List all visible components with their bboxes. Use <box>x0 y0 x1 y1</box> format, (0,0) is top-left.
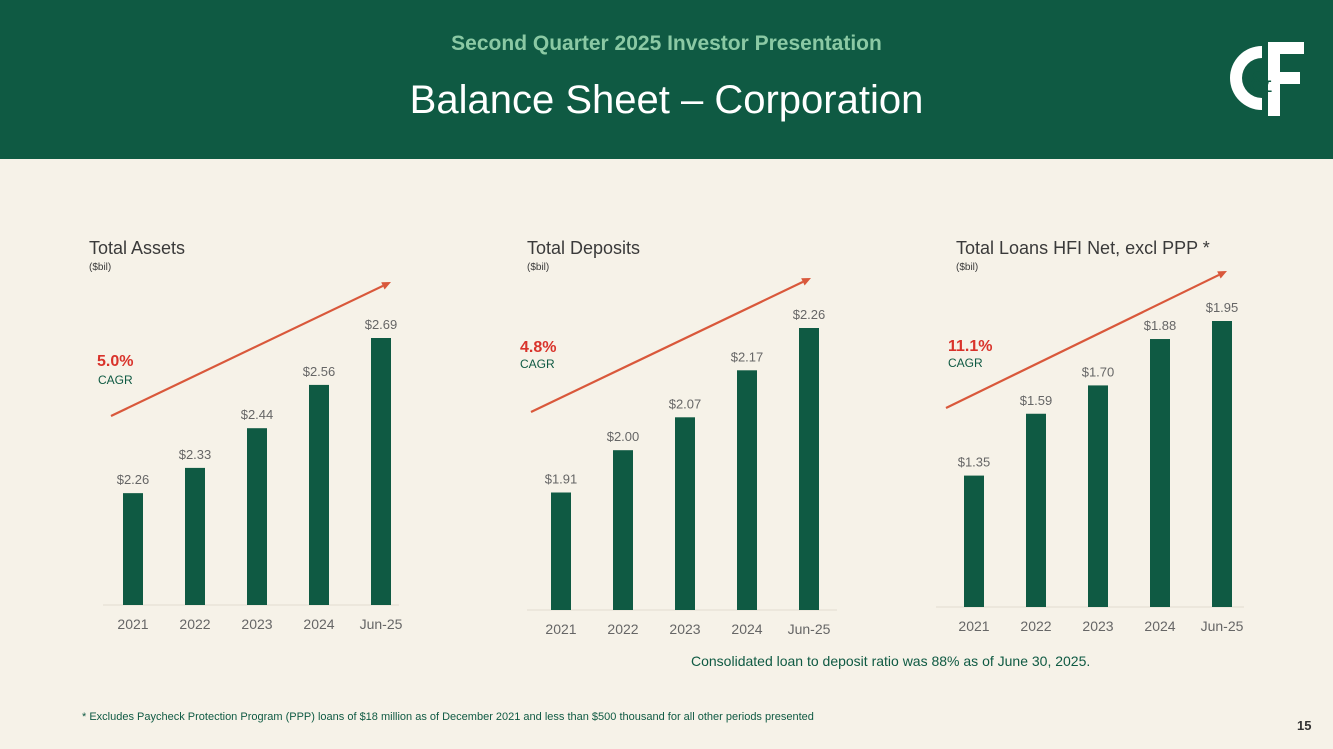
company-logo-icon: & <box>1230 42 1304 116</box>
bar <box>1212 321 1232 607</box>
chart-total-deposits: Total Deposits ($bil) 4.8% CAGR $1.91 202… <box>520 230 927 650</box>
bar-value-label: $2.69 <box>365 317 398 332</box>
bar-value-label: $2.56 <box>303 364 336 379</box>
chart-total-loans: Total Loans HFI Net, excl PPP * ($bil) 1… <box>936 230 1333 650</box>
cagr-value: 11.1% <box>948 338 993 355</box>
cagr-trend-arrow <box>945 273 1220 409</box>
bar-value-label: $2.33 <box>179 447 212 462</box>
cagr-label: CAGR <box>98 373 133 387</box>
bar <box>799 328 819 610</box>
bar-value-label: $2.07 <box>669 396 702 411</box>
chart-unit: ($bil) <box>527 262 550 273</box>
bar-value-label: $2.00 <box>607 429 640 444</box>
chart-plot: $1.35 2021 $1.59 2022 $1.70 2023 $1.88 2024 $1.9… <box>936 271 1244 634</box>
slide-title: Balance Sheet – Corporation <box>409 78 924 122</box>
bar <box>1088 385 1108 607</box>
chart-plot: $2.26 2021 $2.33 2022 $2.44 2023 $2.56 2024 $2.6… <box>103 282 403 632</box>
header-banner: Second Quarter 2025 Investor Presentatio… <box>0 0 1333 159</box>
svg-text:&: & <box>1248 66 1273 99</box>
bar-value-label: $2.17 <box>731 349 764 364</box>
arrowhead-icon <box>801 278 811 286</box>
x-tick-label: Jun-25 <box>360 616 403 632</box>
chart-title: Total Deposits <box>527 238 641 258</box>
x-tick-label: 2023 <box>1082 618 1113 634</box>
bar <box>247 428 267 605</box>
chart-total-assets: Total Assets ($bil) 5.0% CAGR $2.26 2021 $… <box>89 230 489 650</box>
bar <box>675 417 695 610</box>
chart-unit: ($bil) <box>956 262 979 273</box>
x-tick-label: Jun-25 <box>788 621 831 637</box>
x-tick-label: 2021 <box>117 616 148 632</box>
bar <box>1150 339 1170 607</box>
bar-value-label: $2.26 <box>117 472 150 487</box>
presentation-subtitle: Second Quarter 2025 Investor Presentatio… <box>451 32 882 55</box>
bar-value-label: $2.44 <box>241 407 274 422</box>
cagr-label: CAGR <box>948 356 983 370</box>
cagr-trend-arrow <box>530 280 804 413</box>
bar <box>964 475 984 607</box>
x-tick-label: Jun-25 <box>1201 618 1244 634</box>
footnote: * Excludes Paycheck Protection Program (… <box>82 711 814 723</box>
bar-value-label: $1.59 <box>1020 393 1053 408</box>
chart-unit: ($bil) <box>89 262 112 273</box>
bar-value-label: $1.91 <box>545 472 578 487</box>
x-tick-label: 2022 <box>1020 618 1051 634</box>
bar <box>551 492 571 610</box>
x-tick-label: 2022 <box>179 616 210 632</box>
bar-value-label: $1.88 <box>1144 318 1177 333</box>
bar-value-label: $1.95 <box>1206 300 1239 315</box>
chart-plot: $1.91 2021 $2.00 2022 $2.07 2023 $2.17 2024 $2.2… <box>527 278 837 637</box>
chart-title: Total Assets <box>89 238 186 258</box>
x-tick-label: 2023 <box>669 621 700 637</box>
arrowhead-icon <box>1217 271 1227 279</box>
loan-deposit-note: Consolidated loan to deposit ratio was 8… <box>691 653 1091 669</box>
x-tick-label: 2024 <box>303 616 334 632</box>
bar <box>1026 413 1046 607</box>
bar <box>613 450 633 610</box>
cagr-trend-arrow <box>110 284 384 417</box>
x-tick-label: 2022 <box>607 621 638 637</box>
bar-value-label: $2.26 <box>793 307 826 322</box>
arrowhead-icon <box>381 282 391 290</box>
bar <box>185 467 205 605</box>
bar-value-label: $1.70 <box>1082 364 1115 379</box>
bar-value-label: $1.35 <box>958 455 991 470</box>
bar <box>309 384 329 605</box>
x-tick-label: 2023 <box>241 616 272 632</box>
bar <box>371 338 391 605</box>
cagr-value: 4.8% <box>520 339 557 356</box>
cagr-label: CAGR <box>520 357 555 371</box>
x-tick-label: 2024 <box>731 621 762 637</box>
x-tick-label: 2021 <box>958 618 989 634</box>
x-tick-label: 2021 <box>545 621 576 637</box>
x-tick-label: 2024 <box>1144 618 1175 634</box>
bar <box>123 493 143 605</box>
cagr-value: 5.0% <box>97 353 134 370</box>
chart-title: Total Loans HFI Net, excl PPP * <box>956 238 1210 258</box>
page-number: 15 <box>1297 718 1312 733</box>
bar <box>737 370 757 610</box>
